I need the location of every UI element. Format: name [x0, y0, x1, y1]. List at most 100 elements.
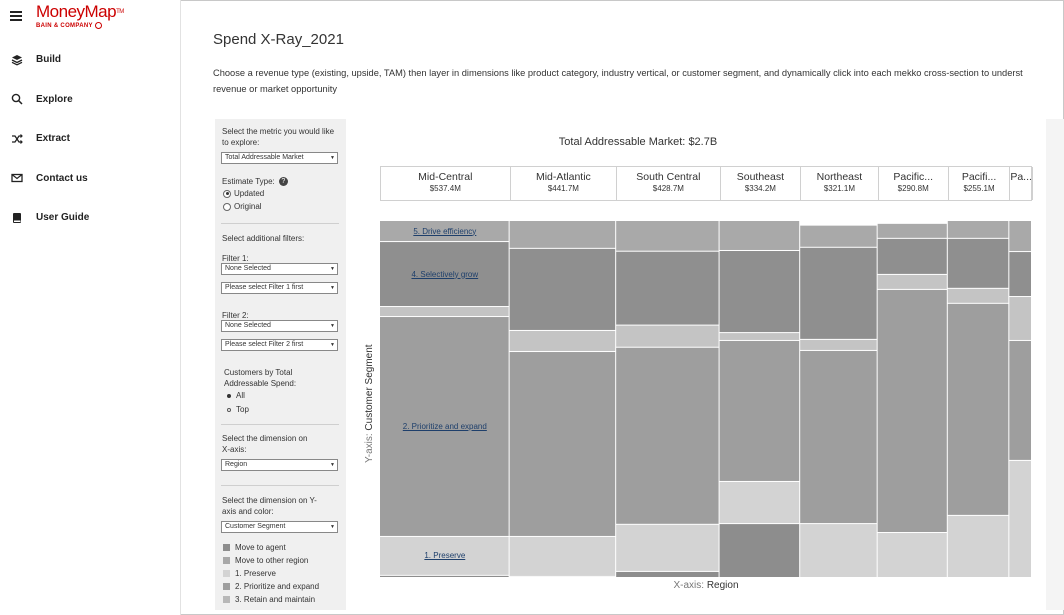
divider	[221, 424, 339, 425]
filter2-select[interactable]: None Selected	[221, 320, 338, 332]
mekko-segment[interactable]	[616, 571, 719, 577]
mekko-segment[interactable]	[947, 515, 1009, 577]
mekko-segment[interactable]	[719, 340, 800, 481]
region-value: $441.7M	[547, 184, 579, 193]
mekko-segment[interactable]	[509, 536, 616, 576]
region-header-cell[interactable]: South Central $428.7M	[617, 167, 721, 200]
mekko-segment[interactable]	[947, 221, 1009, 238]
mekko-segment[interactable]	[947, 288, 1009, 303]
layers-icon	[10, 53, 24, 67]
sidebar: MoneyMapTM BAIN & COMPANY Build Explore …	[0, 0, 181, 615]
mekko-segment[interactable]	[616, 524, 719, 571]
help-icon[interactable]: ?	[278, 177, 288, 187]
mekko-segment[interactable]	[800, 350, 877, 524]
segment-label[interactable]: 5. Drive efficiency	[413, 226, 477, 236]
customers-option-top[interactable]: Top	[227, 405, 249, 414]
mekko-segment[interactable]	[877, 238, 947, 274]
nav-item-user-guide[interactable]: User Guide	[0, 198, 180, 238]
nav-item-build[interactable]: Build	[0, 40, 180, 80]
region-header-cell[interactable]: Pacifi... $255.1M	[949, 167, 1011, 200]
filter1-select[interactable]: None Selected	[221, 263, 338, 275]
legend-item[interactable]: 2. Prioritize and expand	[223, 582, 319, 591]
filter2-sub-select[interactable]: Please select Filter 2 first	[221, 339, 338, 351]
mekko-segment[interactable]	[719, 333, 800, 340]
customers-option-all[interactable]: All	[227, 391, 245, 400]
filter1-sub-select[interactable]: Please select Filter 1 first	[221, 282, 338, 294]
estimate-radio-updated[interactable]: Updated	[223, 189, 264, 198]
segment-label[interactable]: 4. Selectively grow	[411, 269, 479, 279]
mekko-segment[interactable]	[509, 221, 616, 248]
menu-icon[interactable]	[10, 9, 22, 23]
region-header-cell[interactable]: Mid-Central $537.4M	[381, 167, 511, 200]
x-axis-key: X-axis:	[673, 580, 705, 591]
mekko-segment[interactable]	[877, 533, 947, 577]
mekko-segment[interactable]	[380, 221, 509, 242]
logo[interactable]: MoneyMapTM BAIN & COMPANY	[36, 3, 124, 30]
region-name: Mid-Central	[418, 171, 473, 183]
mekko-segment[interactable]	[719, 524, 800, 577]
mail-icon	[10, 171, 24, 185]
mekko-segment[interactable]	[380, 242, 509, 307]
customers-option-all-label: All	[236, 391, 245, 400]
mekko-segment[interactable]	[509, 248, 616, 330]
mekko-segment[interactable]	[1009, 460, 1031, 577]
y-dim-select[interactable]: Customer Segment	[221, 521, 338, 533]
filter1-label: Filter 1:	[222, 254, 249, 263]
chart-title: Total Addressable Market: $2.7B	[348, 136, 928, 148]
mekko-segment[interactable]	[616, 325, 719, 347]
nav-label-user-guide: User Guide	[36, 212, 90, 224]
mekko-segment[interactable]	[380, 575, 509, 577]
mekko-segment[interactable]	[947, 238, 1009, 288]
legend-label: Move to other region	[235, 556, 309, 565]
mekko-segment[interactable]	[800, 225, 877, 247]
segment-label[interactable]: 1. Preserve	[424, 551, 466, 561]
mekko-segment[interactable]	[947, 303, 1009, 515]
region-name: Mid-Atlantic	[535, 171, 591, 183]
mekko-segment[interactable]	[616, 251, 719, 325]
x-dim-select[interactable]: Region	[221, 459, 338, 471]
estimate-radio-original[interactable]: Original	[223, 202, 262, 211]
mekko-segment[interactable]	[380, 317, 509, 536]
mekko-segment[interactable]	[800, 339, 877, 350]
legend-label: 1. Preserve	[235, 569, 276, 578]
mekko-segment[interactable]	[380, 307, 509, 317]
x-axis-label: X-axis: Region	[380, 580, 1032, 591]
legend-item[interactable]: 3. Retain and maintain	[223, 595, 315, 604]
region-header-cell[interactable]: Southeast $334.2M	[721, 167, 802, 200]
legend-item[interactable]: 1. Preserve	[223, 569, 276, 578]
mekko-segment[interactable]	[616, 221, 719, 251]
mekko-segment[interactable]	[1009, 340, 1031, 460]
mekko-segment[interactable]	[877, 289, 947, 533]
scrollbar[interactable]	[1046, 119, 1064, 610]
mekko-segment[interactable]	[877, 274, 947, 289]
region-name: Pa...	[1010, 171, 1032, 183]
region-header-cell[interactable]: Northeast $321.1M	[801, 167, 879, 200]
nav-item-contact[interactable]: Contact us	[0, 159, 180, 199]
mekko-segment[interactable]	[509, 352, 616, 536]
mekko-segment[interactable]	[380, 536, 509, 575]
mekko-segment[interactable]	[800, 247, 877, 339]
legend-item[interactable]: Move to agent	[223, 543, 286, 552]
mekko-segment[interactable]	[1009, 221, 1031, 252]
mekko-segment[interactable]	[719, 481, 800, 524]
mekko-segment[interactable]	[1009, 252, 1031, 297]
region-header-cell[interactable]: Pacific... $290.8M	[879, 167, 949, 200]
legend-item[interactable]: Move to other region	[223, 556, 308, 565]
mekko-segment[interactable]	[719, 221, 800, 250]
region-header-cell[interactable]: Pa...	[1010, 167, 1033, 200]
mekko-segment[interactable]	[616, 347, 719, 524]
mekko-segment[interactable]	[509, 330, 616, 352]
additional-filters-label: Select additional filters:	[222, 234, 305, 243]
mekko-segment[interactable]	[877, 223, 947, 238]
nav-item-explore[interactable]: Explore	[0, 80, 180, 120]
mekko-segment[interactable]	[1009, 297, 1031, 340]
estimate-option-updated: Updated	[234, 189, 265, 198]
y-dim-label: Select the dimension on Y-axis and color…	[222, 496, 317, 516]
nav-item-extract[interactable]: Extract	[0, 119, 180, 159]
region-header-cell[interactable]: Mid-Atlantic $441.7M	[511, 167, 618, 200]
legend-label: 3. Retain and maintain	[235, 595, 316, 604]
segment-label[interactable]: 2. Prioritize and expand	[402, 421, 487, 431]
mekko-segment[interactable]	[719, 250, 800, 333]
mekko-segment[interactable]	[800, 524, 877, 577]
metric-select[interactable]: Total Addressable Market	[221, 152, 338, 164]
